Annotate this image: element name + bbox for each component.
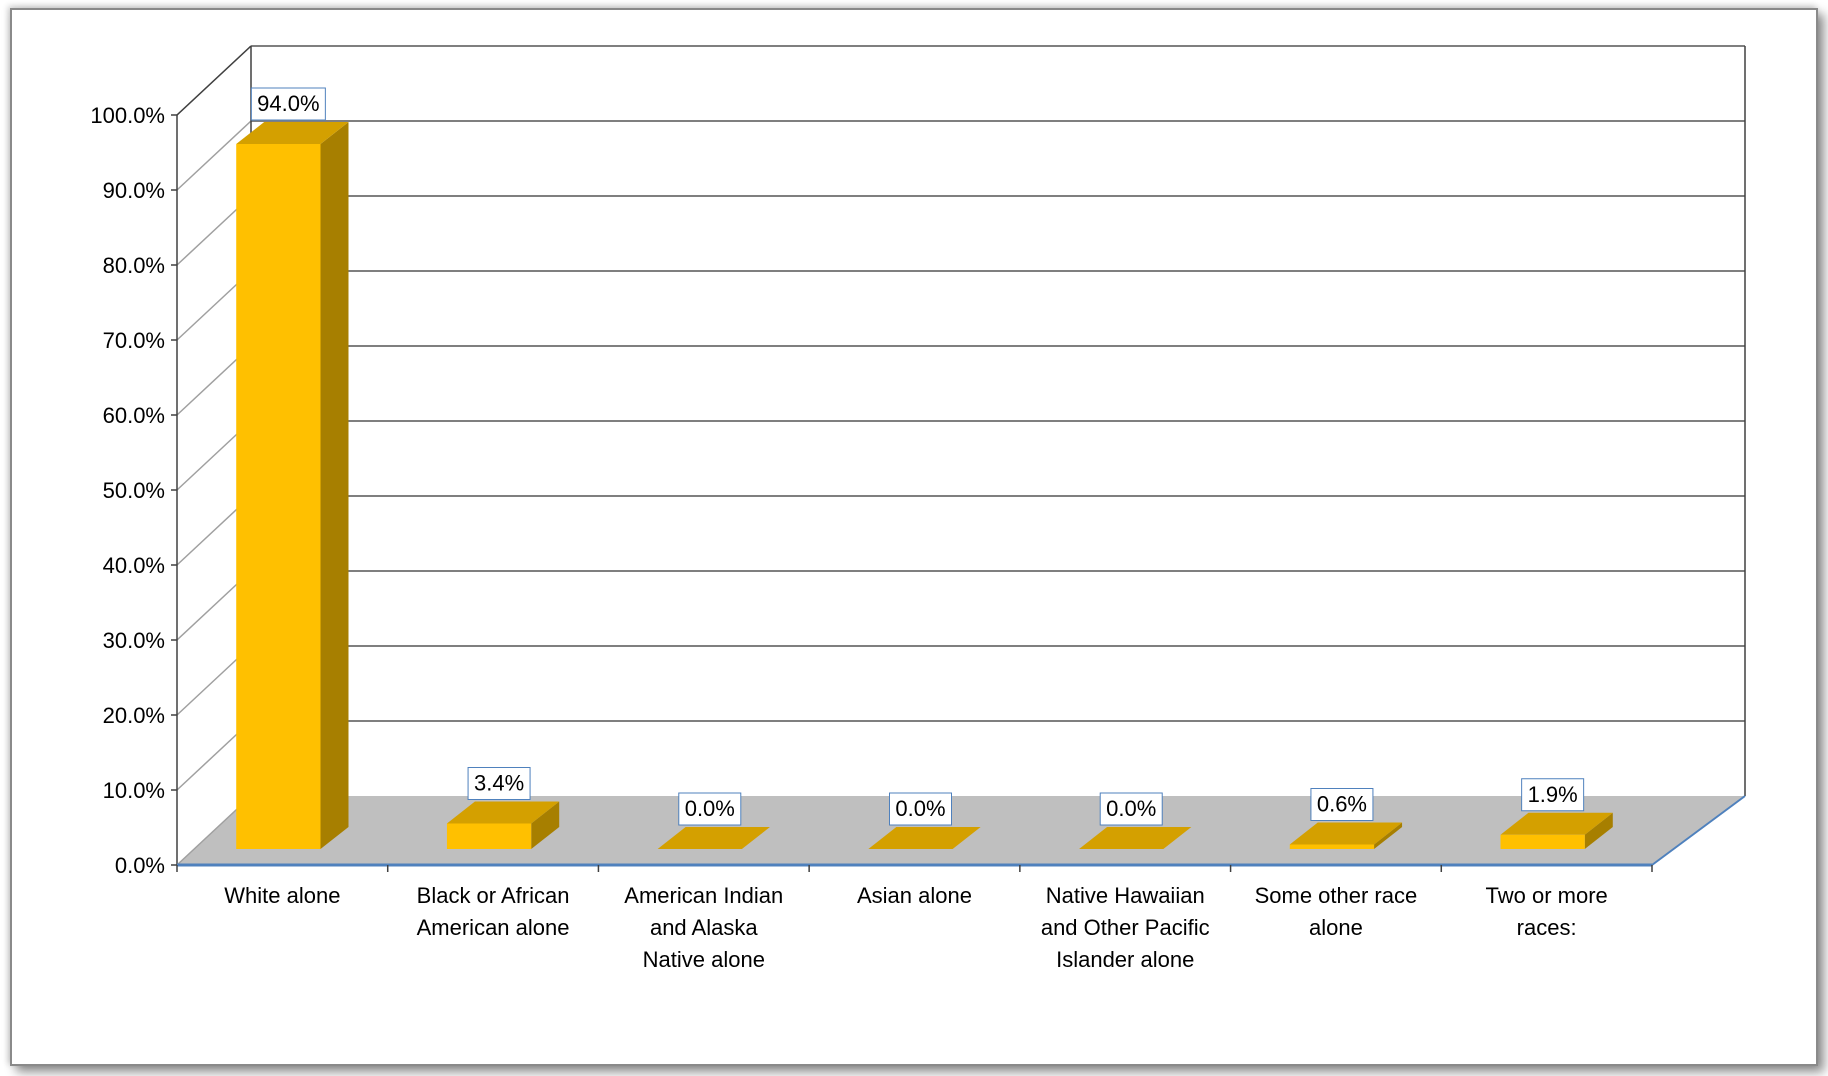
x-tick-label: Islander alone (1056, 947, 1194, 972)
x-tick-label: and Other Pacific (1041, 915, 1210, 940)
bar-side (1584, 812, 1613, 849)
y-tick-label: 60.0% (103, 403, 165, 428)
data-label: 0.6% (1317, 792, 1367, 817)
y-tick-label: 50.0% (103, 478, 165, 503)
x-tick-label: Black or African (417, 883, 570, 908)
gridline-depth (176, 120, 252, 191)
data-label-box (1521, 778, 1585, 812)
y-tick-label: 30.0% (103, 628, 165, 653)
x-tick-label: Some other race (1255, 883, 1418, 908)
bar-top (1500, 812, 1613, 835)
x-tick-label: alone (1309, 915, 1363, 940)
x-axis-depth-line (1651, 795, 1746, 866)
x-tick-label: White alone (224, 883, 340, 908)
bar (446, 823, 532, 849)
x-tick-label: American Indian (624, 883, 783, 908)
chart-frame: 0.0% 10.0% 20.0% 30.0% 40.0% 50.0% 60.0% 70.0% 8… (10, 8, 1818, 1066)
bar (1289, 844, 1375, 849)
data-label-box (1099, 792, 1163, 826)
y-tick-label: 70.0% (103, 328, 165, 353)
x-tick-label: Two or more (1486, 883, 1608, 908)
bar (236, 144, 321, 849)
x-tick-label: and Alaska (650, 915, 758, 940)
x-tick-label: American alone (417, 915, 570, 940)
x-tick-label: Asian alone (857, 883, 972, 908)
data-label-box (889, 792, 952, 826)
data-label: 0.0% (895, 796, 945, 821)
bar-top (868, 827, 981, 849)
bar-top (236, 122, 349, 144)
bar-side (320, 122, 349, 849)
data-label-box (250, 87, 326, 121)
bar-top (657, 827, 770, 849)
bar (1500, 834, 1585, 849)
data-label-box (467, 767, 531, 800)
y-tick-label: 90.0% (103, 178, 165, 203)
y-tick-label: 80.0% (103, 253, 165, 278)
data-label: 3.4% (474, 771, 524, 796)
bar-top (446, 801, 560, 824)
y-tick-label: 40.0% (103, 553, 165, 578)
data-label-box (1310, 788, 1374, 821)
y-tick-label: 10.0% (103, 778, 165, 803)
x-tick-label: Native Hawaiian (1046, 883, 1205, 908)
data-label: 0.0% (1106, 796, 1156, 821)
y-tick-label: 20.0% (103, 703, 165, 728)
bar-top (1079, 827, 1192, 849)
bar-side (1374, 822, 1403, 849)
y-axis-top-edge (176, 45, 252, 116)
bar-side (531, 801, 560, 849)
chart-svg: 0.0% 10.0% 20.0% 30.0% 40.0% 50.0% 60.0% 70.0% 8… (90, 45, 1746, 972)
x-tick-label: races: (1517, 915, 1577, 940)
y-tick-label: 100.0% (90, 103, 165, 128)
data-label: 94.0% (257, 91, 319, 116)
data-label: 1.9% (1528, 782, 1578, 807)
x-tick-label: Native alone (643, 947, 765, 972)
y-tick-label: 0.0% (115, 853, 165, 878)
bar-top (1289, 822, 1403, 845)
data-label: 0.0% (685, 796, 735, 821)
data-label-box (678, 792, 742, 826)
